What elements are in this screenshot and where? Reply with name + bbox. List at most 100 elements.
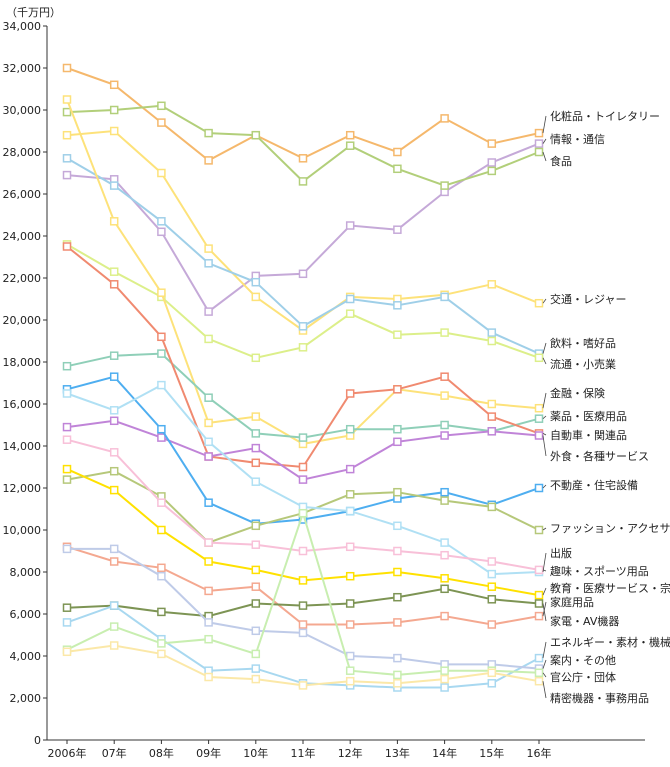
- y-tick-label: 22,000: [3, 272, 42, 285]
- data-point: [251, 582, 261, 591]
- data-point: [251, 412, 261, 421]
- data-point: [109, 641, 119, 650]
- data-point: [251, 521, 261, 531]
- data-point: [298, 343, 308, 352]
- data-point: [157, 424, 166, 434]
- data-point: [534, 599, 544, 608]
- data-point: [62, 361, 72, 371]
- legend-label: 自動車・関連品: [550, 428, 627, 442]
- data-point: [298, 433, 308, 442]
- legend-label: 家電・AV機器: [550, 614, 619, 628]
- data-point: [109, 466, 119, 476]
- data-point: [487, 427, 497, 436]
- data-point: [393, 225, 402, 234]
- y-tick-label: 30,000: [3, 104, 42, 117]
- data-point: [440, 420, 449, 430]
- data-point: [157, 639, 166, 648]
- data-point: [251, 599, 261, 608]
- data-point: [487, 280, 497, 289]
- data-point: [251, 277, 261, 287]
- data-point: [204, 244, 213, 253]
- legend-label: 案内・その他: [550, 653, 616, 667]
- data-point: [251, 540, 261, 549]
- data-point: [487, 166, 497, 176]
- legend-leader-line: [542, 433, 547, 436]
- data-point: [487, 412, 497, 421]
- y-tick-label: 26,000: [3, 188, 42, 201]
- data-point: [298, 508, 308, 518]
- legend-label: 外食・各種サービス: [550, 449, 649, 463]
- data-point: [534, 590, 544, 600]
- data-point: [204, 634, 213, 644]
- legend-label: 教育・医療サービス・宗教: [550, 581, 670, 595]
- data-point: [62, 435, 72, 444]
- data-point: [440, 611, 449, 621]
- data-point: [345, 221, 355, 230]
- data-point: [345, 542, 355, 552]
- data-point: [298, 681, 308, 690]
- data-point: [487, 336, 497, 346]
- data-point: [534, 403, 544, 413]
- data-point: [440, 372, 449, 381]
- data-point: [204, 586, 213, 596]
- data-point: [251, 443, 261, 453]
- series-group: [62, 601, 544, 692]
- data-point: [157, 571, 166, 581]
- data-point: [440, 328, 449, 337]
- legend-leader-line: [542, 415, 547, 419]
- data-point: [251, 130, 261, 140]
- data-point: [393, 679, 402, 688]
- data-point: [109, 372, 119, 381]
- y-tick-label: 12,000: [3, 482, 42, 495]
- data-point: [487, 582, 497, 591]
- data-point: [251, 458, 261, 468]
- data-point: [62, 464, 72, 474]
- data-point: [251, 649, 261, 659]
- data-point: [440, 496, 449, 505]
- x-tick-label: 09年: [196, 746, 221, 760]
- data-point: [487, 158, 497, 167]
- data-point: [298, 546, 308, 556]
- legend-leader-line: [542, 298, 547, 304]
- series-line: [66, 67, 540, 162]
- data-point: [487, 557, 497, 566]
- legend-leader-line: [542, 115, 547, 134]
- data-point: [298, 576, 308, 585]
- data-point: [345, 130, 355, 140]
- x-tick-label: 10年: [243, 746, 268, 760]
- data-point: [204, 307, 213, 316]
- legend-leader-line: [542, 672, 547, 678]
- legend-label: 食品: [550, 154, 572, 168]
- data-point: [251, 429, 261, 438]
- data-point: [393, 437, 402, 447]
- data-point: [534, 483, 544, 493]
- data-point: [440, 584, 449, 594]
- x-tick-label: 13年: [385, 746, 410, 760]
- series-line: [66, 142, 540, 314]
- legend-leader-line: [542, 681, 547, 699]
- data-point: [345, 571, 355, 581]
- data-point: [440, 538, 449, 547]
- legend-leader-line: [542, 603, 547, 622]
- legend-label: 金融・保険: [550, 386, 605, 400]
- data-point: [534, 676, 544, 686]
- data-point: [345, 309, 355, 318]
- data-point: [393, 424, 402, 434]
- y-tick-label: 0: [34, 734, 41, 747]
- data-point: [62, 603, 72, 612]
- data-point: [440, 487, 449, 497]
- data-point: [393, 618, 402, 627]
- data-point: [534, 128, 544, 138]
- legend-leader-line: [542, 138, 547, 144]
- y-tick-label: 24,000: [3, 230, 42, 243]
- legend-leader-line: [542, 435, 547, 457]
- y-tick-label: 20,000: [3, 314, 42, 327]
- data-point: [157, 288, 166, 297]
- data-point: [109, 544, 119, 554]
- data-point: [393, 521, 402, 531]
- legend-label: 流通・小売業: [550, 357, 616, 371]
- series-group: [62, 464, 544, 600]
- data-point: [251, 477, 261, 486]
- data-point: [157, 380, 166, 390]
